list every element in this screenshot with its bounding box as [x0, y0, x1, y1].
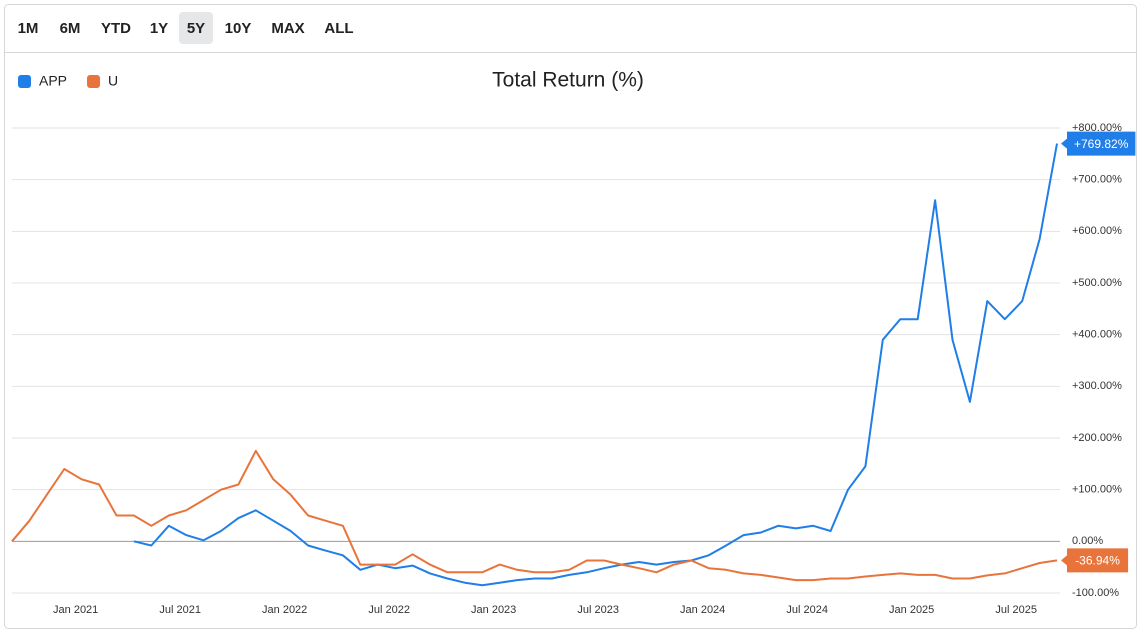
y-tick-label: -100.00%	[1072, 587, 1119, 599]
y-tick-label: +400.00%	[1072, 329, 1122, 341]
y-tick-label: +700.00%	[1072, 174, 1122, 186]
plot: -100.00% 0.00% +100.00% +200.00% +300.00% +40…	[11, 122, 1136, 616]
x-tick-label: Jan 2025	[889, 604, 934, 616]
y-tick-label: +200.00%	[1072, 432, 1122, 444]
y-tick-label: +600.00%	[1072, 225, 1122, 237]
range-button[interactable]: 6M	[60, 20, 81, 37]
legend-label: U	[108, 73, 118, 89]
x-tick-label: Jul 2024	[786, 604, 828, 616]
frame	[4, 4, 1137, 629]
y-tick-label: +100.00%	[1072, 484, 1122, 496]
range-button[interactable]: 5Y	[187, 20, 205, 37]
chart-title: Total Return (%)	[492, 69, 644, 92]
x-tick-label: Jul 2022	[368, 604, 410, 616]
legend-swatch	[18, 75, 31, 88]
value-label-bg	[1061, 131, 1136, 156]
range-button[interactable]: 1M	[18, 20, 39, 37]
toolbar: 1M 6M YTD 1Y 5Y 10Y MAX ALL	[18, 12, 354, 44]
value-label: +769.82%	[1074, 137, 1129, 151]
line-app	[133, 143, 1058, 587]
line-u	[11, 449, 1058, 582]
range-button[interactable]: 1Y	[150, 20, 168, 37]
range-button[interactable]: 10Y	[225, 20, 252, 37]
value-label-bg	[1061, 548, 1129, 573]
range-button[interactable]: ALL	[324, 20, 353, 37]
y-tick-label: 0.00%	[1072, 535, 1103, 547]
legend-label: APP	[39, 73, 67, 89]
x-tick-label: Jul 2021	[159, 604, 201, 616]
legend: APP U	[18, 73, 118, 89]
value-label: -36.94%	[1075, 554, 1120, 568]
y-tick-label: +300.00%	[1072, 380, 1122, 392]
legend-swatch	[87, 75, 101, 88]
x-tick-label: Jan 2024	[680, 604, 725, 616]
x-tick-label: Jan 2021	[53, 604, 98, 616]
x-tick-label: Jul 2023	[577, 604, 619, 616]
y-tick-label: +800.00%	[1072, 122, 1122, 134]
range-button[interactable]: MAX	[271, 20, 304, 37]
active-range-bg	[179, 12, 213, 44]
x-tick-label: Jan 2022	[262, 604, 307, 616]
y-tick-label: +500.00%	[1072, 277, 1122, 289]
x-tick-label: Jul 2025	[995, 604, 1037, 616]
x-tick-label: Jan 2023	[471, 604, 516, 616]
range-button[interactable]: YTD	[101, 20, 131, 37]
